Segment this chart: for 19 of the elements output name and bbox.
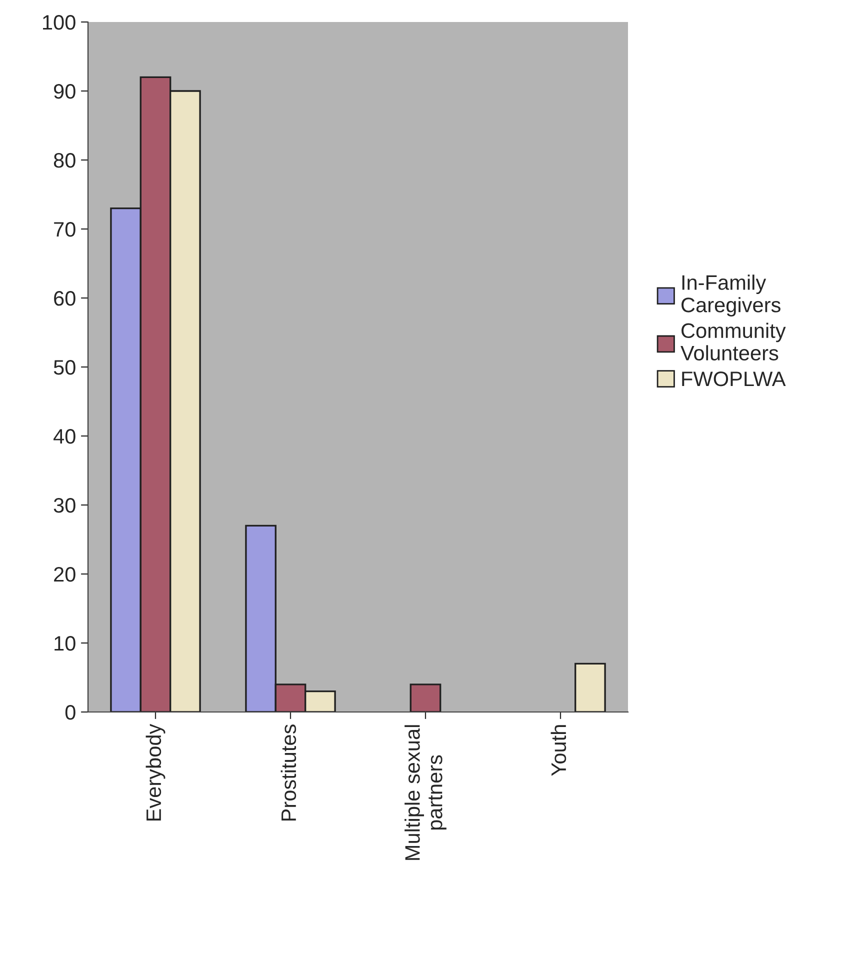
y-tick-label: 10 xyxy=(54,636,76,651)
bar xyxy=(574,662,606,712)
y-tick-label: 90 xyxy=(54,84,76,99)
y-tick-label: 50 xyxy=(54,360,76,375)
x-tick-label: Everybody xyxy=(146,724,166,821)
y-tick-label: 70 xyxy=(54,222,76,237)
y-tick-label: 30 xyxy=(54,498,76,513)
y-tick-label: 40 xyxy=(54,429,76,444)
y-tick-label: 60 xyxy=(54,291,76,306)
y-tick-label: 80 xyxy=(54,153,76,168)
legend-label: FWOPLWA xyxy=(682,372,786,386)
x-tick-label: Prostitutes xyxy=(280,724,296,821)
legend-label: Community Volunteers xyxy=(680,322,786,360)
x-tick-label: Youth xyxy=(550,725,566,776)
y-tick-label: 20 xyxy=(54,567,76,582)
y-tick-label: 0 xyxy=(65,705,76,720)
x-tick-label: Multiple sexual partners xyxy=(404,725,446,860)
y-tick-label: 100 xyxy=(43,15,76,30)
legend-label: In-Family Caregivers xyxy=(682,274,780,316)
